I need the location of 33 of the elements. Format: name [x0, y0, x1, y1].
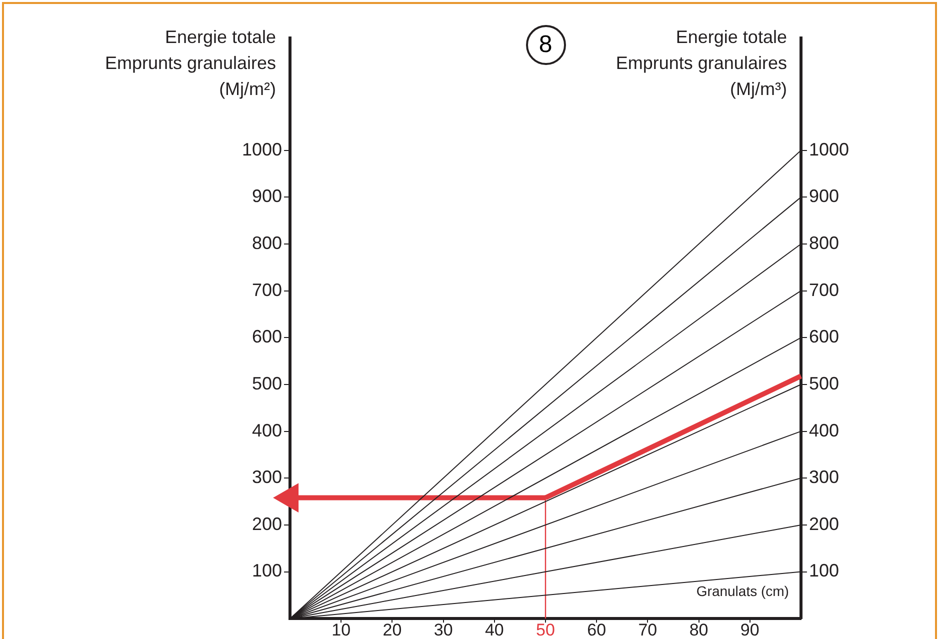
y2-tick-label: 100 — [808, 560, 840, 581]
x-tick-label: 50 — [536, 620, 555, 639]
y2-tick-label: 200 — [808, 514, 840, 534]
y2-tick-label: 500 — [808, 373, 840, 394]
y-tick-label: 300 — [252, 467, 282, 488]
y-tick-label: 1000 — [242, 139, 282, 160]
y-tick-label: 900 — [252, 186, 282, 206]
y2-tick-label: 900 — [808, 186, 840, 206]
y2-tick-label: 1000 — [808, 139, 850, 160]
x-tick-label: 10 — [332, 620, 351, 639]
y-tick-label: 200 — [252, 514, 282, 534]
x-tick-label: 60 — [587, 620, 606, 639]
y-tick-label: 800 — [252, 232, 282, 253]
y2-tick-label: 300 — [808, 467, 840, 488]
x-axis-title: Granulats (cm) — [696, 582, 789, 599]
y-tick-label: 700 — [252, 280, 282, 300]
y-tick-label: 400 — [252, 420, 282, 440]
y2-tick-label: 800 — [808, 232, 840, 253]
y2-axis-title: Energie totale Emprunts granulaires (Mj/m³) — [616, 26, 787, 101]
x-tick-label: 80 — [689, 620, 708, 639]
chart-title: 8 — [526, 25, 566, 65]
y2-tick-label: 600 — [808, 326, 840, 347]
y2-tick-label: 700 — [808, 280, 840, 300]
x-tick-label: 40 — [484, 620, 504, 639]
y-tick-label: 500 — [252, 373, 282, 394]
x-tick-label: 20 — [382, 620, 402, 639]
y-tick-label: 100 — [252, 560, 282, 581]
y-axis-title: Energie totale Emprunts granulaires (Mj/m²) — [104, 26, 276, 101]
x-tick-label: 70 — [638, 620, 658, 639]
y2-tick-label: 400 — [808, 420, 840, 440]
x-tick-label: 90 — [740, 620, 760, 639]
y-tick-label: 600 — [252, 326, 282, 347]
x-tick-label: 30 — [434, 620, 453, 639]
